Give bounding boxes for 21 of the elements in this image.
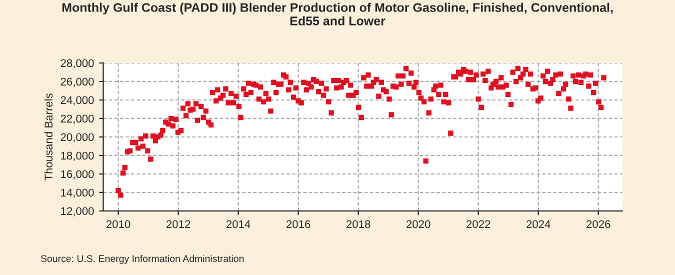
x-tick-label: 2016 (286, 220, 310, 228)
x-tick-label: 2018 (346, 220, 370, 228)
x-tick-label: 2026 (586, 220, 610, 228)
y-tick-label: 22,000 (60, 114, 94, 124)
y-tick-label: 16,000 (61, 170, 94, 180)
x-tick-label: 2024 (526, 220, 550, 228)
x-tick-label: 2022 (466, 220, 490, 228)
y-tick-label: 24,000 (60, 96, 94, 106)
x-tick-label: 2020 (406, 220, 430, 228)
y-tick-label: 26,000 (60, 78, 94, 87)
x-tick-label: 2012 (166, 220, 190, 228)
y-tick-label: 18,000 (61, 152, 94, 161)
x-tick-label: 2010 (106, 220, 130, 228)
source-note: Source: U.S. Energy Information Administration (40, 254, 244, 264)
y-axis-title: Thousand Barrels (44, 94, 53, 181)
y-tick-label: 20,000 (60, 133, 94, 142)
x-tick-label: 2014 (226, 220, 250, 228)
y-tick-label: 12,000 (61, 207, 94, 216)
y-tick-label: 14,000 (61, 188, 94, 198)
chart-title: Monthly Gulf Coast (PADD III) Blender Production of Motor Gasoline, Finished, Conventional, Ed55 and Lower (62, 2, 613, 26)
y-tick-label: 28,000 (60, 59, 94, 68)
